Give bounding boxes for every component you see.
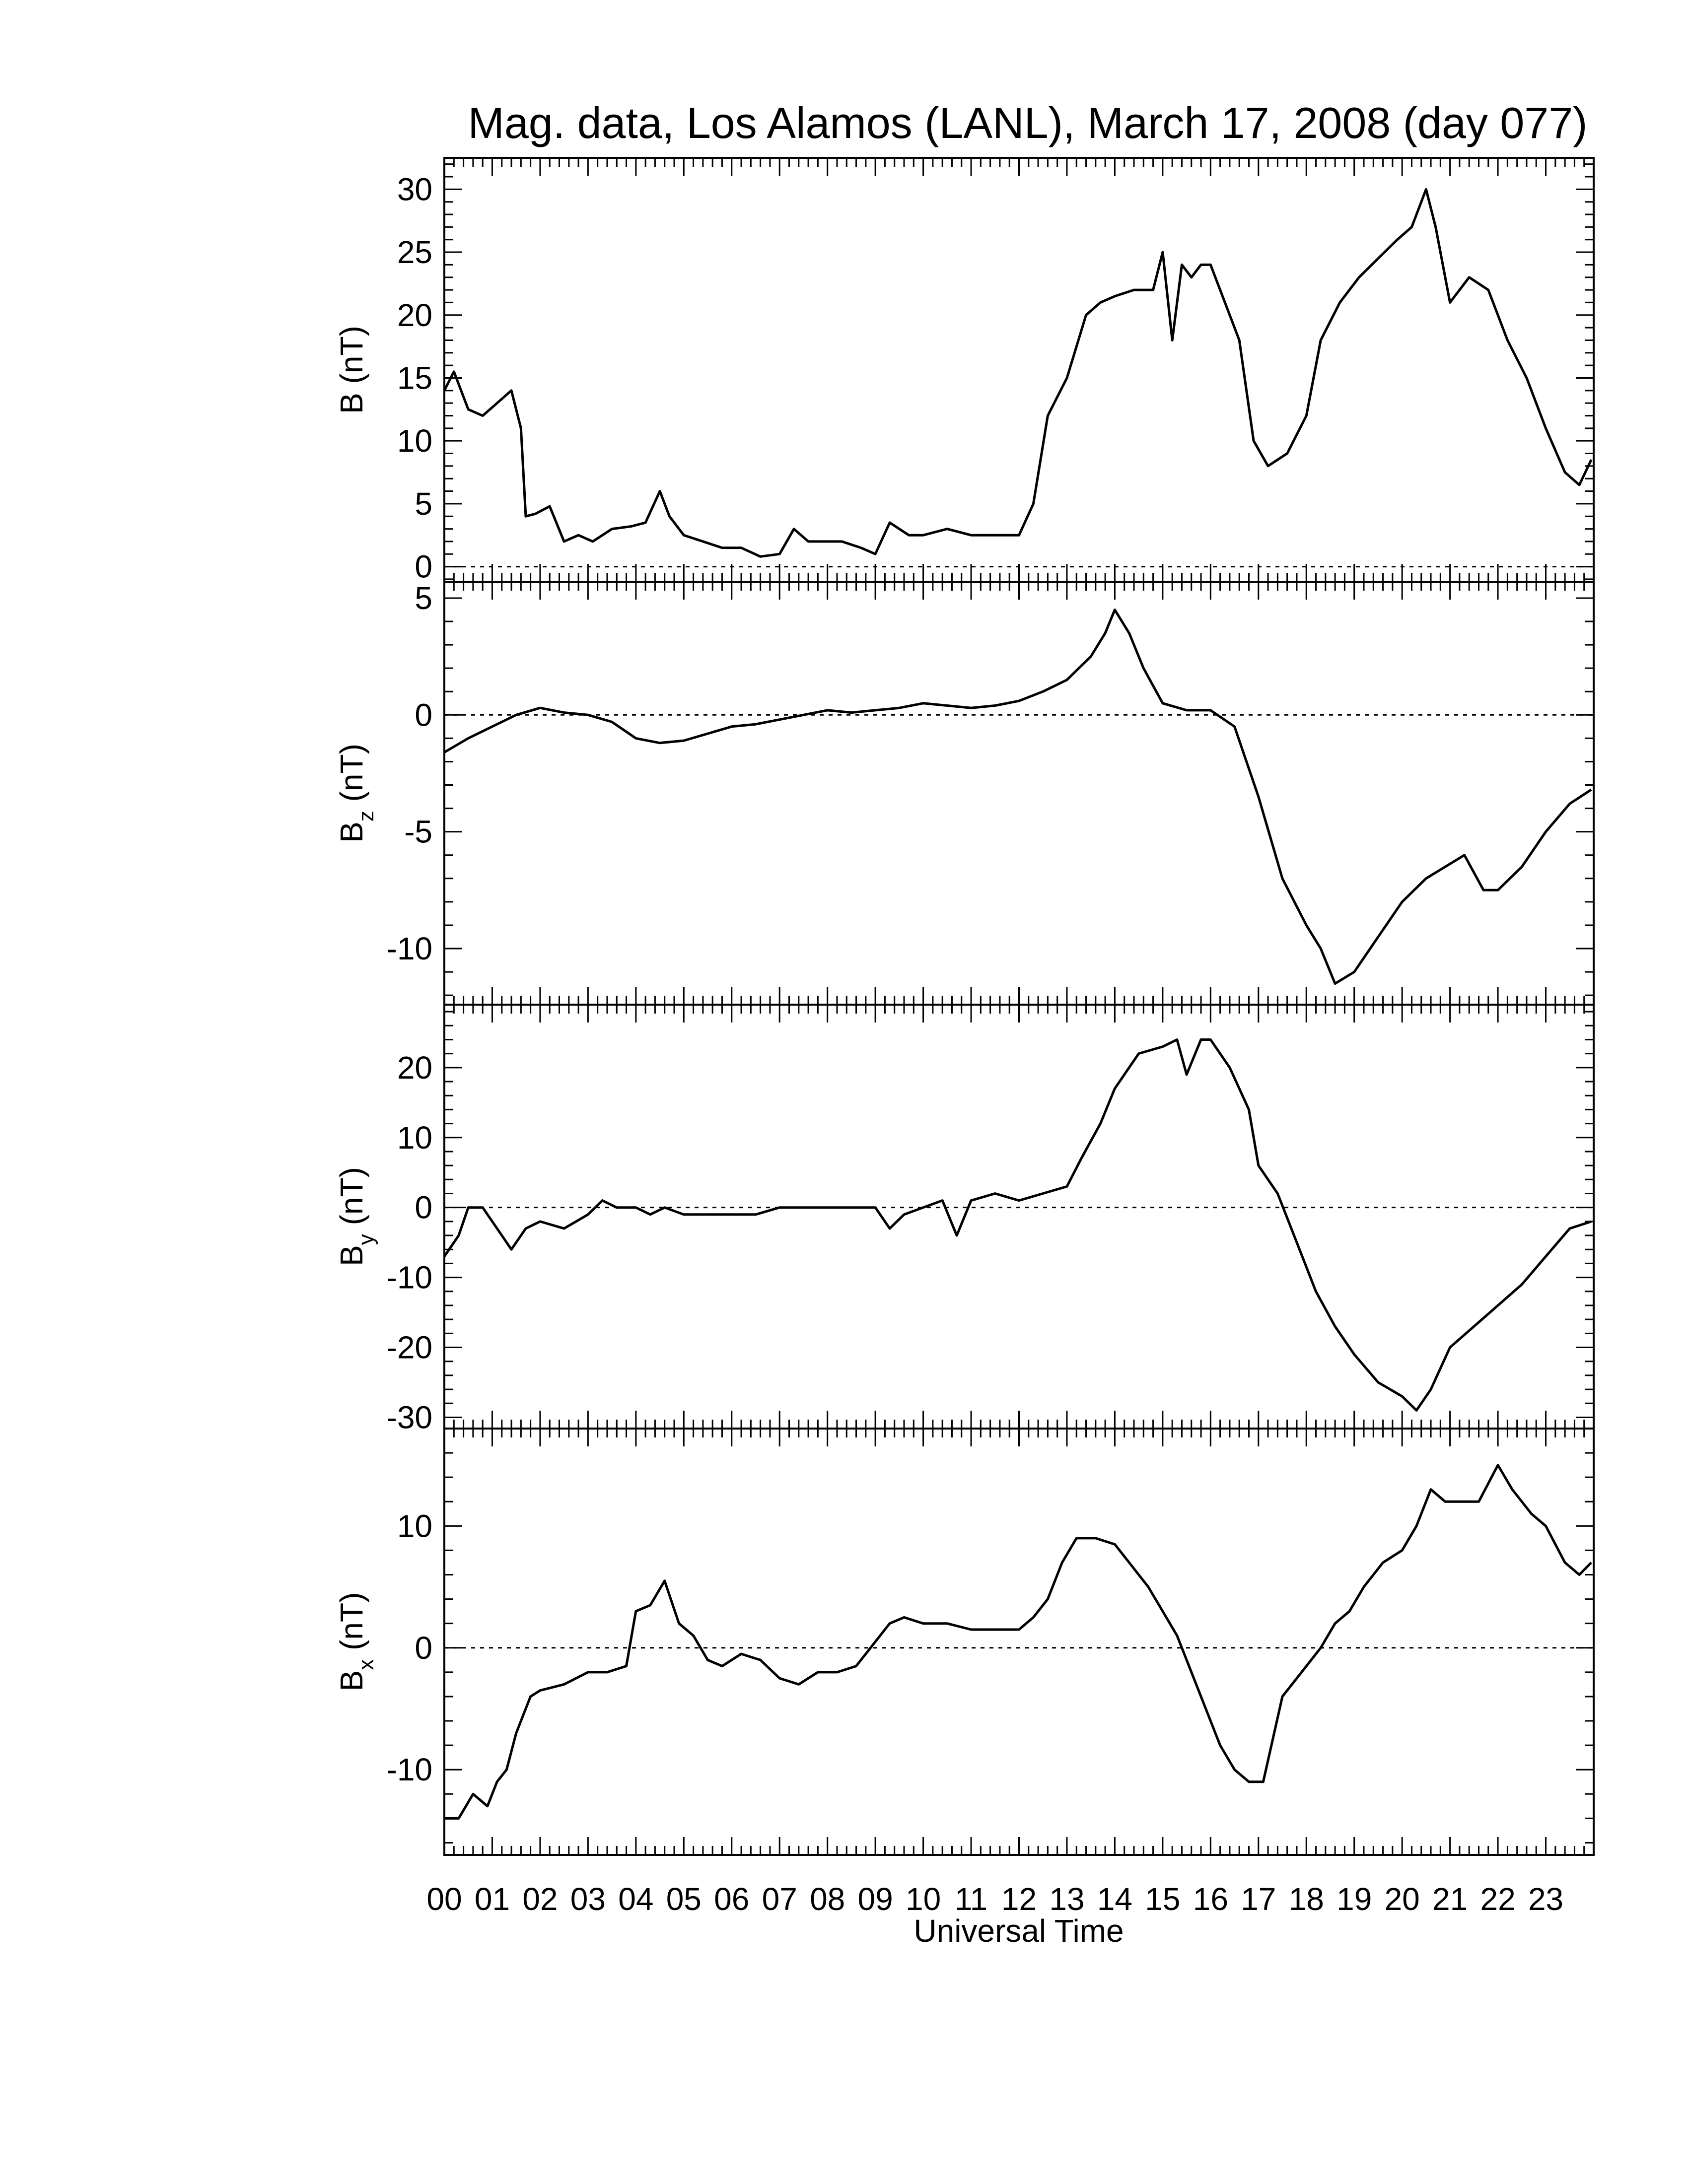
- plot-frame: [443, 1004, 1595, 1430]
- x-tick-label: 17: [1241, 1881, 1276, 1917]
- y-tick-label: 0: [415, 1630, 432, 1666]
- y-axis-label-b: B (nT): [334, 326, 369, 414]
- y-axis-label-bz: Bz (nT): [334, 744, 378, 843]
- y-tick-label: -10: [387, 1752, 433, 1787]
- x-axis-title: Universal Time: [914, 1913, 1124, 1949]
- x-tick-label: 09: [858, 1881, 893, 1917]
- x-tick-label: 05: [666, 1881, 702, 1917]
- x-tick-label: 08: [810, 1881, 845, 1917]
- x-tick-label: 13: [1049, 1881, 1084, 1917]
- x-tick-label: 07: [762, 1881, 797, 1917]
- y-tick-label: 25: [397, 234, 432, 270]
- x-tick-label: 00: [426, 1881, 462, 1917]
- x-tick-label: 20: [1385, 1881, 1420, 1917]
- series-line-bz: [443, 609, 1592, 985]
- x-tick-label: 11: [955, 1881, 987, 1917]
- plot-frame: [443, 1428, 1595, 1856]
- x-tick-label: 15: [1145, 1881, 1180, 1917]
- y-tick-label: 10: [397, 423, 432, 459]
- x-tick-label: 06: [714, 1881, 749, 1917]
- y-tick-label: -30: [387, 1399, 433, 1435]
- y-tick-label: 0: [415, 549, 432, 585]
- x-tick-label: 04: [618, 1881, 653, 1917]
- y-axis-label-by: By (nT): [334, 1167, 378, 1266]
- panel-b: 0 5 10 15 20 25 30 B (nT): [334, 157, 1595, 585]
- y-tick-label: 10: [397, 1120, 432, 1156]
- y-tick-label: 15: [397, 360, 432, 396]
- y-tick-label: -20: [387, 1330, 433, 1365]
- chart-title: Mag. data, Los Alamos (LANL), March 17, …: [468, 98, 1588, 147]
- plot-frame: [443, 157, 1595, 583]
- y-tick-label: 20: [397, 297, 432, 333]
- x-tick-label: 10: [906, 1881, 941, 1917]
- y-tick-label: -10: [387, 1260, 433, 1296]
- x-tick-label: 18: [1289, 1881, 1324, 1917]
- x-tick-label: 19: [1336, 1881, 1372, 1917]
- y-tick-label: 5: [415, 486, 432, 522]
- x-tick-label: 21: [1432, 1881, 1468, 1917]
- y-tick-label: 0: [415, 697, 432, 733]
- x-tick-label: 01: [475, 1881, 510, 1917]
- y-tick-label: 0: [415, 1190, 432, 1226]
- y-tick-label: -5: [404, 814, 432, 850]
- series-line-b: [443, 188, 1593, 558]
- x-tick-label: 03: [570, 1881, 606, 1917]
- y-tick-label: 5: [415, 580, 432, 616]
- x-tick-label: 12: [1001, 1881, 1037, 1917]
- y-tick-label: -10: [387, 931, 433, 966]
- y-axis-label-bx: Bx (nT): [334, 1592, 378, 1692]
- series-line-by: [443, 1038, 1592, 1412]
- x-tick-label: 14: [1097, 1881, 1132, 1917]
- plot-frame: [443, 581, 1595, 1006]
- x-tick-label: 23: [1528, 1881, 1563, 1917]
- y-tick-label: 30: [397, 171, 432, 207]
- y-tick-label: 10: [397, 1508, 432, 1544]
- panel-bx: -10 0 10 Bx (nT): [334, 1428, 1595, 1856]
- x-tick-label: 22: [1480, 1881, 1515, 1917]
- panel-bz: -10 -5 0 5 Bz (nT): [334, 580, 1595, 1006]
- panel-by: -30 -20 -10 0 10 20 By (nT): [334, 1004, 1595, 1435]
- x-tick-label: 16: [1193, 1881, 1228, 1917]
- y-tick-label: 20: [397, 1050, 432, 1086]
- x-tick-label: 02: [522, 1881, 558, 1917]
- series-line-bx: [444, 1464, 1592, 1820]
